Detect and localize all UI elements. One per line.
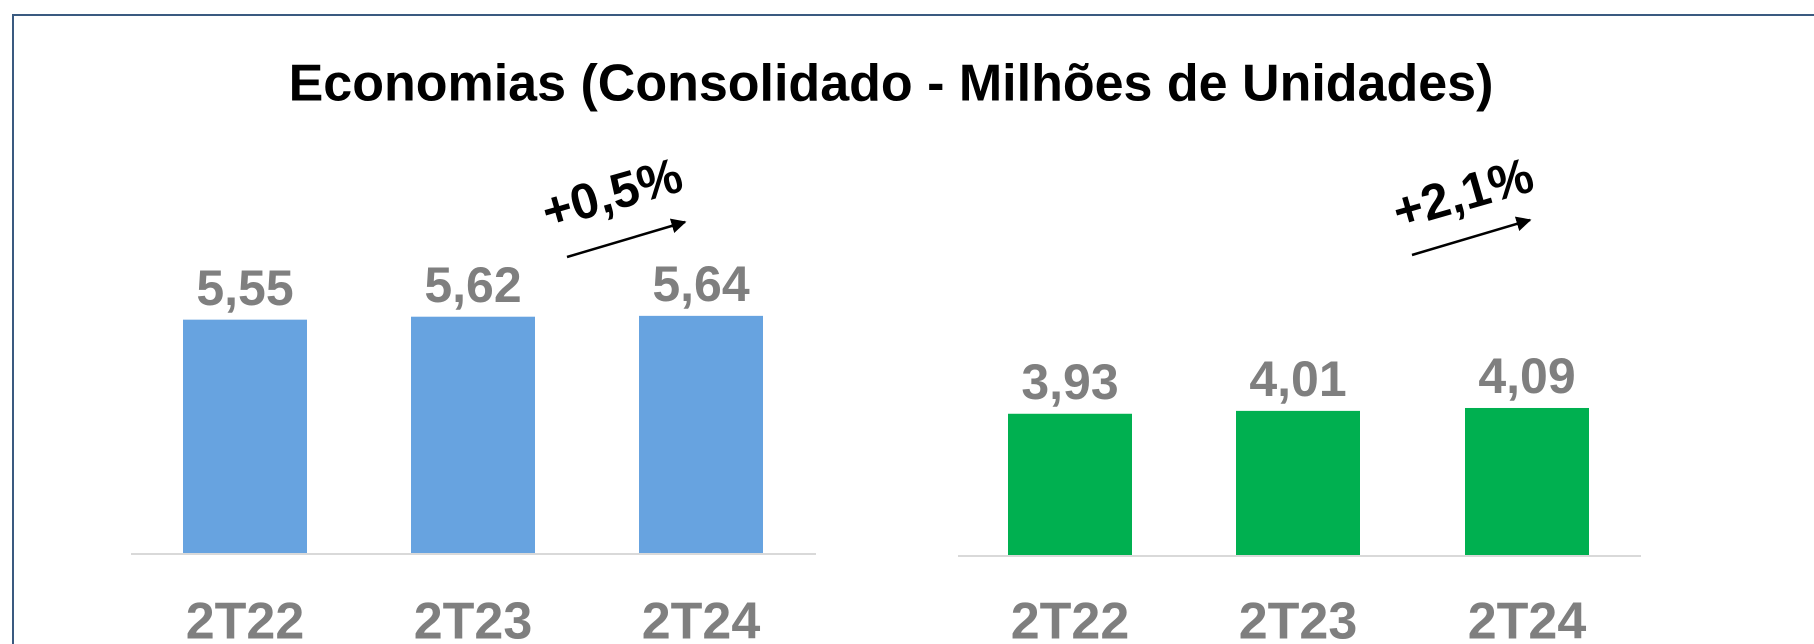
growth-annotation: +2,1% (1386, 147, 1539, 240)
bar (639, 315, 763, 554)
category-label: 2T22 (186, 593, 305, 644)
title: Economias (Consolidado - Milhões de Unid… (289, 55, 1494, 113)
growth-arrow (1411, 216, 1532, 257)
bar (1465, 407, 1589, 556)
bar (411, 316, 535, 554)
category-label: 2T23 (1239, 593, 1358, 644)
value-label: 4,09 (1478, 348, 1575, 404)
value-label: 5,64 (652, 256, 750, 312)
value-label: 5,62 (424, 257, 521, 313)
category-label: 2T24 (1468, 593, 1587, 644)
value-label: 5,55 (196, 260, 293, 316)
value-label: 4,01 (1249, 351, 1346, 407)
category-label: 2T24 (642, 593, 761, 644)
category-label: 2T23 (414, 593, 533, 644)
value-label: 3,93 (1021, 354, 1118, 410)
frame (12, 14, 1814, 644)
category-label: 2T22 (1011, 593, 1130, 644)
bar (183, 319, 307, 554)
bar (1236, 410, 1360, 556)
bar (1008, 413, 1132, 556)
growth-annotation: +0,5% (535, 147, 688, 240)
growth-arrow (566, 218, 687, 259)
